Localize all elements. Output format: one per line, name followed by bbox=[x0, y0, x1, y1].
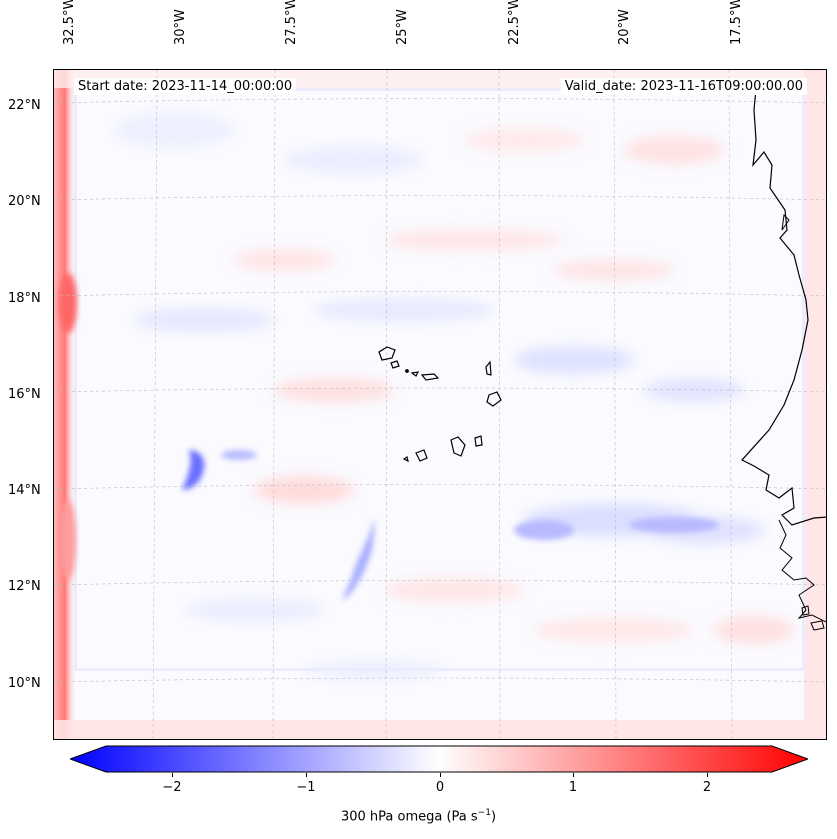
start-date-label: Start date: 2023-11-14_00:00:00 bbox=[74, 78, 297, 95]
cb-tickmark-1 bbox=[573, 773, 574, 777]
lon-label-27-5w: 27.5°W bbox=[284, 0, 299, 45]
lat-label-22n: 22°N bbox=[8, 98, 41, 113]
graticule bbox=[54, 70, 826, 739]
cb-tickmark-neg1 bbox=[306, 773, 307, 777]
cape-verde-islands bbox=[378, 346, 502, 463]
cb-tick-neg2: −2 bbox=[162, 780, 182, 795]
cb-tick-0: 0 bbox=[435, 780, 445, 795]
cb-tickmark-0 bbox=[440, 773, 441, 777]
lon-label-20w: 20°W bbox=[617, 9, 632, 45]
colorbar-label: 300 hPa omega (Pa s−1) bbox=[340, 808, 497, 825]
lon-label-30w: 30°W bbox=[173, 9, 188, 45]
lat-label-10n: 10°N bbox=[8, 676, 41, 691]
lat-label-16n: 16°N bbox=[8, 387, 41, 402]
strong-ascent-features bbox=[182, 450, 719, 600]
cb-tickmark-neg2 bbox=[172, 773, 173, 777]
lon-label-32-5w: 32.5°W bbox=[62, 0, 77, 45]
valid-date-label: Valid_date: 2023-11-16T09:00:00.00 bbox=[560, 78, 807, 95]
lat-label-12n: 12°N bbox=[8, 579, 41, 594]
cb-tick-2: 2 bbox=[702, 780, 712, 795]
cb-tickmark-2 bbox=[707, 773, 708, 777]
map-panel[interactable] bbox=[53, 69, 827, 740]
omega-field-map bbox=[54, 70, 826, 739]
lon-label-22-5w: 22.5°W bbox=[507, 0, 522, 45]
cb-tick-1: 1 bbox=[568, 780, 578, 795]
lon-label-25w: 25°W bbox=[395, 9, 410, 45]
lat-label-18n: 18°N bbox=[8, 291, 41, 306]
lon-label-17-5w: 17.5°W bbox=[729, 0, 744, 45]
lat-label-14n: 14°N bbox=[8, 483, 41, 498]
west-africa-coastline bbox=[741, 77, 826, 526]
cb-tick-neg1: −1 bbox=[296, 780, 316, 795]
omega-colorbar bbox=[70, 745, 808, 773]
lat-label-20n: 20°N bbox=[8, 194, 41, 209]
